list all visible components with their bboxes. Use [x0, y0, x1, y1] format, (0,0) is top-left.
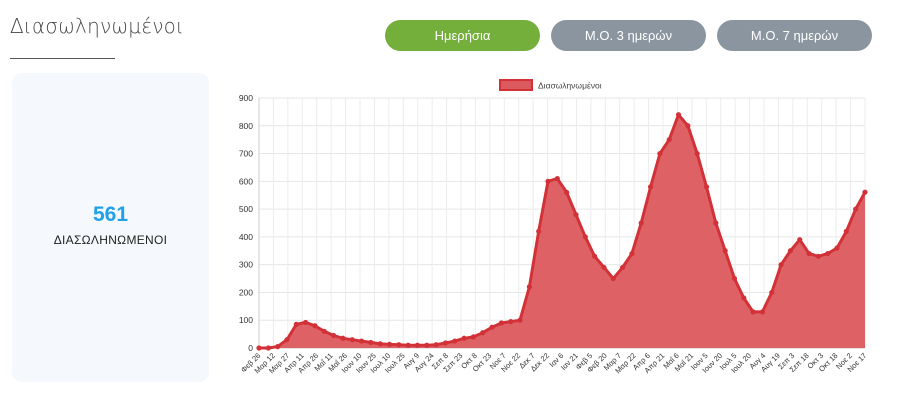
data-point: [647, 184, 654, 190]
legend-label: Διασωληνωμένοι: [538, 81, 602, 91]
data-point: [424, 342, 430, 348]
data-point: [797, 237, 803, 243]
y-tick-label: 200: [239, 287, 253, 297]
data-point: [722, 248, 728, 254]
data-point: [330, 332, 337, 339]
stat-value: 561: [92, 202, 129, 226]
data-point: [368, 339, 374, 346]
data-point: [284, 337, 290, 343]
data-point: [312, 323, 318, 329]
data-point: [638, 220, 644, 226]
data-point: [564, 189, 570, 196]
data-point: [349, 337, 355, 343]
data-point: [386, 341, 393, 347]
page-title: Διασωληνωμένοι: [10, 14, 184, 38]
y-tick-label: 900: [239, 93, 253, 103]
data-point: [573, 212, 579, 218]
data-point: [666, 137, 672, 143]
data-point: [750, 309, 756, 315]
data-point: [377, 341, 383, 347]
data-point: [358, 338, 365, 344]
data-point: [769, 289, 775, 296]
data-point: [620, 264, 626, 271]
data-point: [536, 228, 542, 234]
data-point: [433, 342, 439, 348]
y-tick-label: 500: [239, 204, 253, 214]
y-tick-label: 600: [239, 176, 253, 186]
data-point: [601, 264, 607, 271]
data-point: [405, 342, 411, 348]
data-point: [508, 319, 514, 325]
data-point: [778, 262, 784, 268]
data-point: [461, 335, 467, 341]
data-point: [703, 184, 710, 190]
data-point: [526, 284, 532, 290]
data-point: [825, 250, 831, 257]
title-underline: [10, 58, 115, 59]
data-point: [517, 317, 523, 323]
data-point: [713, 220, 719, 226]
data-point: [275, 344, 281, 350]
data-point: [815, 253, 821, 259]
data-point: [442, 340, 449, 346]
y-tick-label: 100: [239, 315, 253, 325]
tab-daily[interactable]: Ημερήσια: [385, 20, 540, 51]
data-point: [303, 319, 309, 326]
data-point: [498, 320, 504, 326]
legend-swatch: [499, 79, 533, 91]
data-point: [731, 275, 738, 282]
y-tick-label: 300: [239, 260, 253, 270]
y-tick-label: 400: [239, 232, 253, 242]
data-point: [396, 342, 402, 348]
tab-3day-average[interactable]: Μ.Ο. 3 ημερών: [551, 20, 706, 51]
y-tick-label: 700: [239, 149, 253, 159]
data-point: [265, 345, 271, 351]
data-point: [582, 234, 588, 240]
data-point: [685, 123, 691, 129]
data-point: [321, 328, 327, 334]
data-point: [657, 150, 663, 157]
data-point: [675, 112, 682, 118]
data-point: [759, 309, 766, 315]
data-point: [340, 335, 346, 341]
data-point: [554, 175, 560, 182]
stat-card: 561 ΔΙΑΣΩΛΗΝΩΜΕΝΟΙ: [12, 73, 209, 382]
data-point: [787, 248, 794, 254]
data-point: [470, 334, 477, 340]
y-tick-label: 0: [248, 343, 253, 353]
view-mode-tabs: Ημερήσια Μ.Ο. 3 ημερών Μ.Ο. 7 ημερών: [385, 20, 872, 51]
data-point: [545, 178, 551, 184]
data-point: [862, 189, 868, 195]
data-point: [489, 324, 495, 330]
series-area: [259, 114, 865, 348]
data-point: [452, 338, 458, 344]
data-point: [414, 342, 421, 348]
data-point: [834, 245, 840, 251]
data-point: [293, 321, 299, 327]
tab-7day-average[interactable]: Μ.Ο. 7 ημερών: [717, 20, 872, 51]
data-point: [256, 345, 262, 351]
data-point: [480, 330, 486, 336]
data-point: [843, 228, 849, 234]
data-point: [741, 295, 747, 301]
data-point: [592, 253, 598, 259]
data-point: [629, 250, 635, 257]
data-point: [853, 206, 859, 212]
data-point: [610, 275, 616, 282]
data-point: [806, 250, 812, 257]
data-point: [694, 150, 700, 157]
y-tick-label: 800: [239, 121, 253, 131]
stat-label: ΔΙΑΣΩΛΗΝΩΜΕΝΟΙ: [53, 232, 168, 247]
